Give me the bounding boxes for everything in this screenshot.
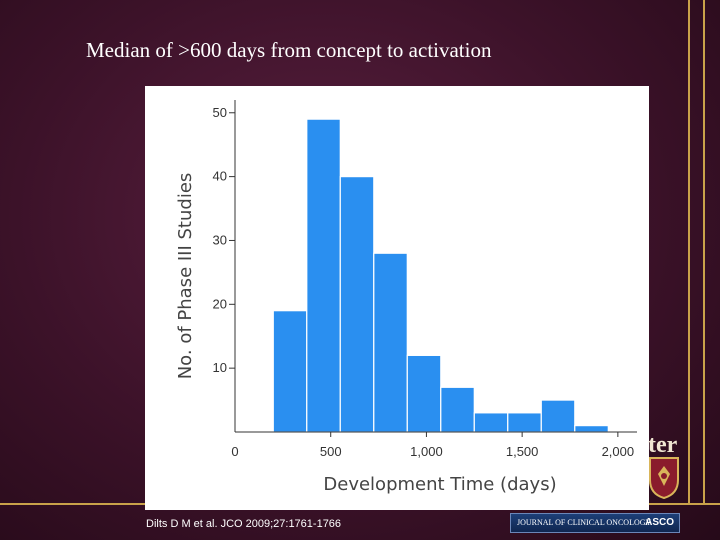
gold-vertical-line-left	[688, 0, 690, 505]
y-tick-label: 10	[213, 360, 227, 375]
x-axis-title: Development Time (days)	[323, 474, 556, 495]
y-tick-label: 30	[213, 232, 227, 247]
x-tick-label: 1,000	[410, 444, 443, 459]
bar-4	[373, 252, 408, 433]
bars-group	[272, 118, 609, 433]
bar-6	[440, 386, 475, 433]
x-ticks-group: 0 500 1,000 1,500 2,000	[231, 432, 634, 459]
x-tick-label: 0	[231, 444, 238, 459]
x-tick-label: 1,500	[506, 444, 539, 459]
slide-title: Median of >600 days from concept to acti…	[86, 38, 492, 62]
x-tick-label: 2,000	[602, 444, 635, 459]
journal-banner: JOURNAL OF CLINICAL ONCOLOGY ASCO	[510, 513, 680, 533]
y-ticks-group: 10 20 30 40 50	[213, 105, 235, 375]
y-axis-title: No. of Phase III Studies	[175, 173, 196, 380]
bar-9	[540, 399, 576, 433]
y-tick-label: 50	[213, 105, 227, 120]
chart-panel: 10 20 30 40 50 0 500 1,000 1,500 2,000 No. of Ph…	[145, 86, 649, 510]
x-tick-label: 500	[320, 444, 342, 459]
bar-1	[272, 310, 308, 433]
gold-vertical-line-right	[703, 0, 705, 505]
bar-5	[406, 354, 442, 433]
citation: Dilts D M et al. JCO 2009;27:1761-1766	[146, 518, 342, 530]
y-tick-label: 40	[213, 169, 227, 184]
bar-8	[507, 412, 542, 433]
partial-logo-text: ter	[648, 432, 678, 458]
journal-name: JOURNAL OF CLINICAL ONCOLOGY	[517, 518, 652, 527]
bar-3	[339, 176, 375, 433]
y-tick-label: 20	[213, 296, 227, 311]
bar-7	[473, 412, 509, 433]
bar-10	[574, 425, 609, 433]
asco-logo-text: ASCO	[645, 517, 674, 528]
bar-2	[306, 118, 341, 433]
crest-icon	[649, 457, 679, 500]
histogram-chart: 10 20 30 40 50 0 500 1,000 1,500 2,000 No. of Ph…	[175, 100, 637, 495]
